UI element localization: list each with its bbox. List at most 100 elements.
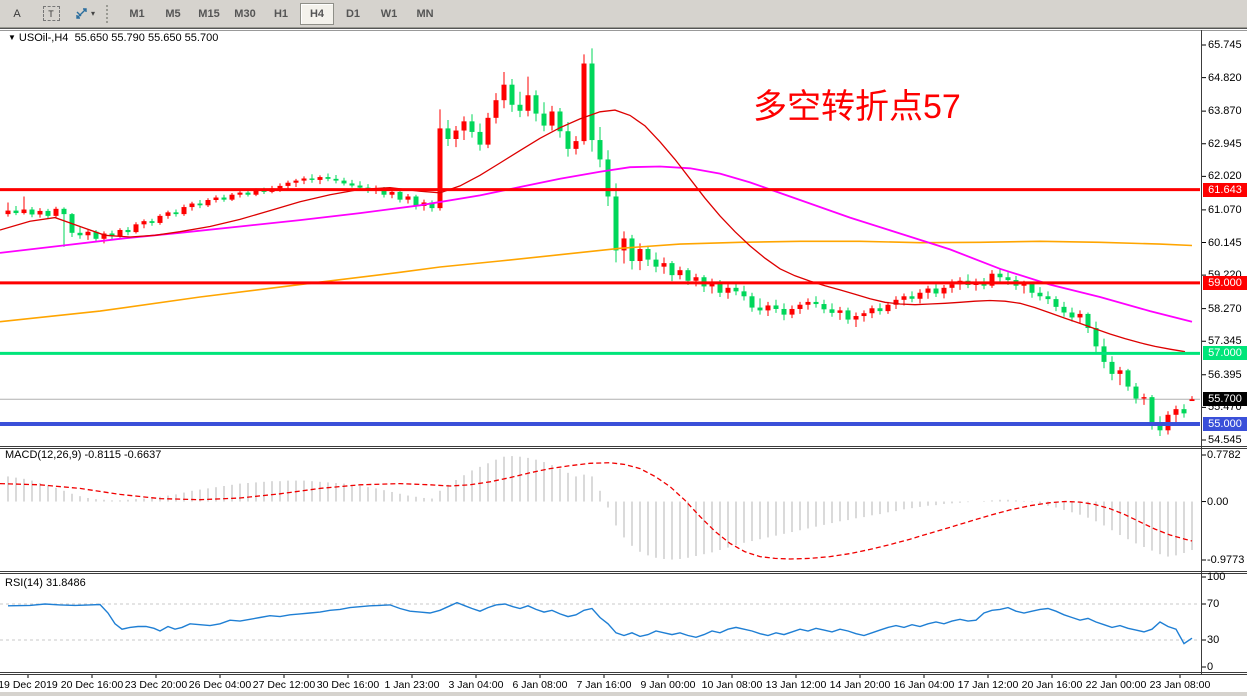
price-axis-label[interactable]: 62.020 — [1208, 170, 1242, 183]
candle-bear — [333, 178, 339, 181]
time-axis-label[interactable]: 3 Jan 04:00 — [448, 679, 504, 691]
time-axis-label[interactable]: 16 Jan 04:00 — [893, 679, 955, 691]
cursor-tool-button[interactable]: A — [13, 7, 21, 20]
candle-bull — [885, 304, 891, 312]
price-badge-55.000: 55.000 — [1203, 416, 1247, 431]
candle-bull — [501, 84, 507, 101]
candle-bull — [5, 210, 11, 215]
rsi-axis-label[interactable]: 0 — [1207, 661, 1214, 673]
candle-bear — [653, 259, 659, 267]
timeframe-button-m30[interactable]: M30 — [234, 7, 256, 20]
time-axis-label[interactable]: 23 Dec 20:00 — [124, 679, 188, 691]
candle-bear — [845, 310, 851, 320]
time-axis-label[interactable]: 7 Jan 16:00 — [576, 679, 632, 691]
timeframe-button-mn[interactable]: MN — [416, 7, 434, 20]
price-axis-label[interactable]: 54.545 — [1208, 434, 1242, 446]
candle-bear — [1125, 370, 1131, 387]
chart-ohlc-readout: 55.650 55.790 55.650 55.700 — [74, 32, 219, 44]
time-axis-label[interactable]: 14 Jan 20:00 — [829, 679, 891, 691]
time-axis-label[interactable]: 20 Dec 16:00 — [60, 679, 124, 691]
toolbar-grip-handle[interactable] — [106, 4, 115, 23]
time-axis-label[interactable]: 17 Jan 12:00 — [957, 679, 1019, 691]
candle-bear — [517, 104, 523, 111]
price-axis-label[interactable]: 57.345 — [1208, 335, 1242, 348]
candle-bull — [869, 308, 875, 314]
price-axis-label[interactable]: 65.745 — [1208, 39, 1242, 51]
candle-bull — [37, 210, 43, 215]
macd-axis-label[interactable]: 0.00 — [1207, 495, 1229, 508]
macd-axis-label[interactable]: 0.7782 — [1207, 449, 1241, 461]
rsi-axis-label[interactable]: 70 — [1207, 598, 1220, 610]
price-axis-label[interactable]: 56.395 — [1208, 368, 1242, 381]
time-axis-label[interactable]: 27 Dec 12:00 — [252, 679, 316, 691]
candle-bear — [1085, 313, 1091, 329]
price-axis-label[interactable]: 60.145 — [1208, 236, 1242, 249]
candle-bull — [789, 308, 795, 315]
text-tool-icon: T — [42, 6, 60, 21]
symbol-dropdown-triangle-icon[interactable]: ▼ — [8, 33, 16, 42]
time-axis-label[interactable]: 30 Dec 16:00 — [316, 679, 380, 691]
time-axis-label[interactable]: 22 Jan 00:00 — [1085, 679, 1147, 691]
price-axis-label[interactable]: 58.270 — [1208, 302, 1242, 315]
candle-bull — [837, 310, 843, 313]
timeframe-button-w1[interactable]: W1 — [380, 7, 398, 20]
candle-bear — [1005, 277, 1011, 281]
price-axis-label[interactable]: 63.870 — [1208, 105, 1242, 118]
time-axis-label[interactable]: 13 Jan 12:00 — [765, 679, 827, 691]
candle-bear — [877, 308, 883, 312]
candle-bear — [149, 221, 155, 223]
timeframe-button-m15[interactable]: M15 — [198, 7, 220, 20]
candle-bull — [229, 194, 235, 200]
candle-bull — [293, 180, 299, 183]
text-label-tool-button[interactable]: T — [35, 3, 67, 25]
time-axis-label[interactable]: 19 Dec 2019 — [0, 679, 58, 691]
time-axis-label[interactable]: 23 Jan 08:00 — [1149, 679, 1211, 691]
candle-bull — [1189, 399, 1195, 402]
candle-bear — [29, 209, 35, 215]
timeframe-button-m1[interactable]: M1 — [129, 7, 145, 20]
time-axis-label[interactable]: 9 Jan 00:00 — [640, 679, 696, 691]
rsi-line — [7, 601, 1193, 645]
macd-axis-label[interactable]: -0.9773 — [1207, 553, 1245, 566]
candle-bear — [781, 308, 787, 315]
candle-bull — [485, 117, 491, 145]
ma-mid-magenta — [0, 165, 1193, 323]
candle-bear — [261, 190, 267, 192]
indicators-dropdown-button[interactable]: ▾ — [69, 3, 101, 25]
candle-bear — [733, 287, 739, 292]
candle-bull — [157, 215, 163, 223]
rsi-axis-label[interactable]: 100 — [1207, 571, 1226, 583]
timeframe-button-m5[interactable]: M5 — [165, 7, 181, 20]
rsi-indicator-label: RSI(14) 31.8486 — [5, 577, 86, 589]
time-axis-label[interactable]: 1 Jan 23:00 — [384, 679, 440, 691]
candle-bear — [821, 304, 827, 310]
candle-bear — [509, 84, 515, 105]
price-badge-61.643: 61.643 — [1203, 182, 1247, 197]
time-axis-label[interactable]: 10 Jan 08:00 — [701, 679, 763, 691]
candle-bear — [813, 301, 819, 305]
price-axis-label[interactable]: 61.070 — [1208, 203, 1242, 216]
time-axis-label[interactable]: 20 Jan 16:00 — [1021, 679, 1083, 691]
candle-bear — [357, 185, 363, 188]
candle-bull — [101, 233, 107, 239]
candle-bull — [165, 212, 171, 216]
ma-slow-orange — [0, 240, 1193, 323]
time-axis-label[interactable]: 6 Jan 08:00 — [512, 679, 568, 691]
timeframe-button-h1[interactable]: H1 — [273, 7, 289, 20]
candle-bull — [661, 263, 667, 267]
timeframe-button-d1[interactable]: D1 — [345, 7, 361, 20]
rsi-axis-label[interactable]: 30 — [1207, 634, 1220, 646]
candle-bull — [389, 191, 395, 195]
candle-bull — [85, 231, 91, 236]
candle-bull — [253, 190, 259, 195]
candle-bull — [117, 229, 123, 237]
price-axis-label[interactable]: 64.820 — [1208, 71, 1242, 84]
time-axis-label[interactable]: 26 Dec 04:00 — [188, 679, 252, 691]
candle-bear — [45, 210, 51, 216]
timeframe-button-h4[interactable]: H4 — [300, 2, 334, 25]
price-axis-label[interactable]: 62.945 — [1208, 137, 1242, 150]
candle-bear — [605, 159, 611, 197]
candle-bull — [525, 95, 531, 111]
